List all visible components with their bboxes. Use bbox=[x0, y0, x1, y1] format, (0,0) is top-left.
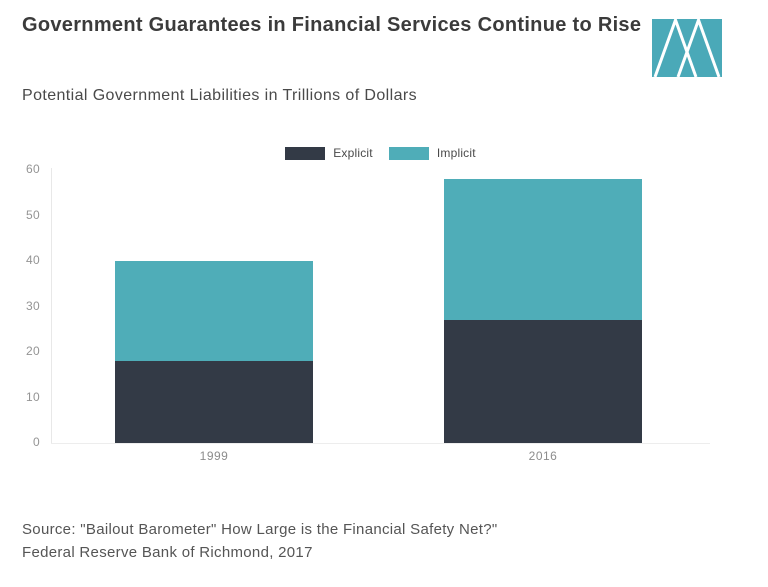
y-tick-label-0: 0 bbox=[33, 435, 40, 449]
y-tick-label-60: 60 bbox=[26, 162, 40, 176]
implicit-bar-segment-2016 bbox=[444, 179, 642, 321]
chart-legend: Explicit Implicit bbox=[51, 146, 710, 160]
y-tick-label-10: 10 bbox=[26, 389, 40, 404]
y-tick-label-20: 20 bbox=[26, 344, 40, 358]
x-axis-line bbox=[51, 443, 710, 444]
legend-label-explicit: Explicit bbox=[333, 146, 373, 160]
x-tick-label-1999: 1999 bbox=[199, 449, 229, 463]
source-line-2: Federal Reserve Bank of Richmond, 2017 bbox=[22, 544, 313, 561]
legend-item-explicit: Explicit bbox=[285, 146, 373, 160]
implicit-bar-segment-1999 bbox=[115, 261, 313, 362]
source-line-1: Source: "Bailout Barometer" How Large is… bbox=[22, 521, 498, 538]
marketplace-logo-icon bbox=[652, 19, 722, 77]
explicit-swatch-icon bbox=[285, 146, 326, 160]
y-tick-label-50: 50 bbox=[26, 207, 40, 222]
source-note: Source: "Bailout Barometer" How Large is… bbox=[22, 518, 497, 564]
implicit-swatch-icon bbox=[388, 146, 429, 160]
legend-label-implicit: Implicit bbox=[436, 146, 476, 160]
chart-subtitle: Potential Government Liabilities in Tril… bbox=[22, 87, 418, 104]
explicit-bar-segment-2016 bbox=[444, 320, 642, 443]
page-title: Government Guarantees in Financial Servi… bbox=[22, 14, 642, 36]
y-tick-label-30: 30 bbox=[26, 298, 40, 313]
y-axis-line bbox=[51, 168, 52, 443]
legend-item-implicit: Implicit bbox=[388, 146, 476, 160]
x-tick-label-2016: 2016 bbox=[528, 449, 558, 463]
y-tick-label-40: 40 bbox=[26, 253, 40, 267]
explicit-bar-segment-1999 bbox=[115, 361, 313, 443]
